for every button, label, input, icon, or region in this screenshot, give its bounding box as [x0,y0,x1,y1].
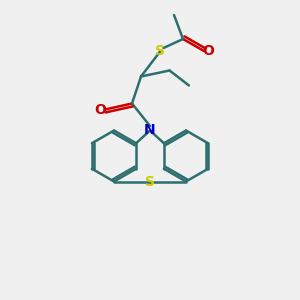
Text: S: S [145,175,155,188]
Text: O: O [94,103,106,116]
Text: N: N [144,124,156,137]
Text: O: O [202,44,214,58]
Text: S: S [155,44,166,58]
